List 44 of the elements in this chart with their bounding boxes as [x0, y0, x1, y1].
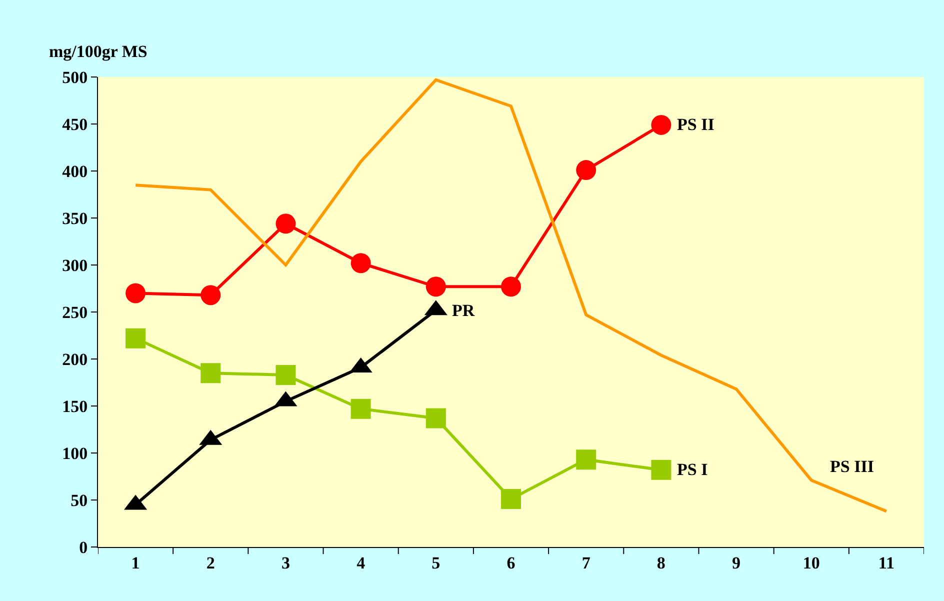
point [576, 450, 596, 470]
x-tick-label: 7 [582, 553, 591, 572]
series-label: PR [452, 301, 476, 320]
point [276, 364, 296, 385]
x-tick-label: 8 [656, 553, 666, 572]
y-tick-label: 100 [62, 444, 88, 463]
series-label: PS I [677, 460, 708, 479]
point [200, 285, 221, 306]
y-tick-label: 300 [62, 256, 88, 275]
y-tick-label: 0 [79, 538, 88, 557]
y-tick-label: 50 [70, 490, 88, 510]
point [126, 283, 146, 304]
point [501, 276, 521, 297]
x-tick-label: 6 [506, 553, 516, 572]
point [426, 276, 446, 297]
point [276, 214, 296, 234]
point [200, 363, 221, 384]
point [426, 408, 446, 428]
point [501, 489, 521, 510]
x-tick-label: 9 [732, 553, 741, 572]
x-tick-label: 4 [356, 553, 366, 572]
point [576, 160, 596, 180]
y-tick-label: 350 [62, 208, 88, 228]
series-label: PS III [830, 457, 874, 476]
x-tick-label: 10 [802, 553, 820, 572]
y-tick-label: 400 [62, 162, 88, 181]
point [350, 398, 371, 419]
y-tick-label: 200 [62, 350, 88, 369]
x-tick-label: 5 [432, 553, 440, 572]
y-tick-label: 450 [62, 114, 88, 134]
x-tick-label: 2 [206, 553, 215, 572]
x-tick-label: 3 [281, 553, 290, 572]
y-axis-title: mg/100gr MS [49, 42, 148, 61]
point [126, 328, 146, 348]
point [651, 114, 672, 135]
point [350, 253, 371, 274]
line-series [134, 78, 888, 513]
series-label: PS II [677, 115, 715, 134]
x-tick-label: 11 [878, 553, 894, 572]
y-tick-label: 250 [62, 302, 88, 322]
x-tick-label: 1 [131, 553, 140, 572]
point [651, 460, 672, 480]
y-tick-label: 500 [62, 68, 88, 87]
y-tick-label: 150 [62, 396, 88, 416]
